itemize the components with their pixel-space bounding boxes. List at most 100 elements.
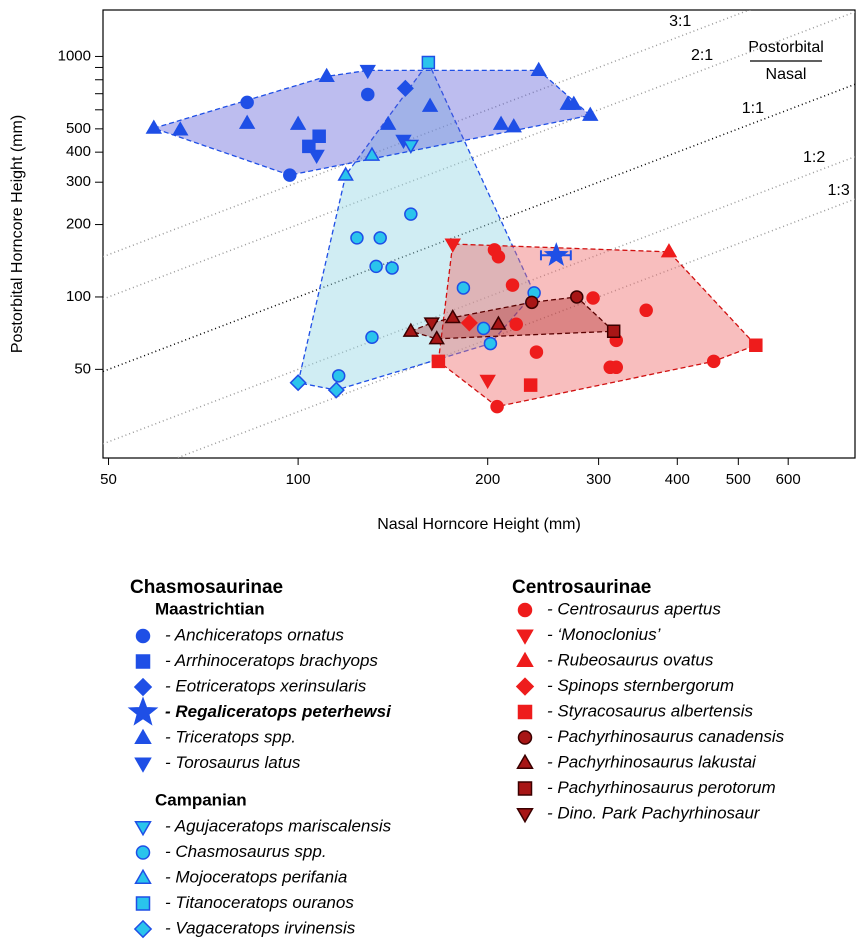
y-tick-label: 100 [66,288,91,305]
data-point [490,315,507,330]
x-tick-label: 300 [586,471,611,488]
data-point [505,278,520,292]
legend-marker [517,730,533,745]
data-point [456,281,471,295]
legend-marker [127,696,159,726]
legend-label: - Arrhinoceratops brachyops [165,651,378,670]
legend-label: - Torosaurus latus [165,753,301,772]
x-tick-label: 200 [475,471,500,488]
data-point [369,259,383,274]
legend-label: - Styracosaurus albertensis [547,701,753,720]
data-point [509,317,523,332]
legend-label: - Vagaceratops irvinensis [165,918,356,937]
legend-marker [135,896,151,911]
x-axis-title: Nasal Horncore Height (mm) [377,516,581,533]
plot-frame [102,9,856,459]
data-point [404,207,418,221]
ratio-label: 1:2 [803,149,825,166]
x-tick-label: 400 [665,471,690,488]
legend-marker [133,919,153,939]
data-point [479,374,496,390]
legend-label: - Pachyrhinosaurus lakustai [547,752,757,771]
legend-label: - Mojoceratops perifania [165,867,347,886]
x-tick-label: 50 [100,471,117,488]
data-point [361,87,375,102]
data-point [428,330,445,345]
legend-label: - Eotriceratops xerinsularis [165,676,367,695]
legend-label: - Anchiceratops ornatus [165,625,344,644]
y-tick-label: 200 [66,216,91,233]
legend-label: - Rubeosaurus ovatus [547,650,714,669]
data-point [423,317,440,332]
data-point [483,336,498,351]
legend-marker [517,602,533,618]
data-point [396,79,414,97]
y-tick-label: 300 [66,173,91,190]
legend-marker [134,821,152,837]
legend-label: - Chasmosaurus spp. [165,842,327,861]
legend-marker [133,677,153,697]
y-tick-label: 500 [66,120,91,137]
data-point [543,242,569,266]
ratio-title-top: Postorbital [748,39,824,56]
legend-marker [516,753,534,769]
data-point [308,149,325,165]
y-tick-label: 50 [74,360,91,377]
data-point [172,121,189,136]
legend-marker [516,629,534,645]
y-axis-title: Postorbital Horncore Height (mm) [9,115,26,353]
data-point [289,374,307,392]
data-point [444,308,461,324]
data-point [530,61,547,76]
data-point [749,338,763,352]
legend-label: - Pachyrhinosaurus perotorum [547,778,776,797]
data-point [359,64,376,80]
data-point [402,139,420,155]
data-point [240,95,254,110]
data-point [609,360,624,375]
data-point [289,115,307,130]
legend-label: - Triceratops spp. [165,727,296,746]
legend-marker [517,704,533,720]
x-tick-label: 100 [286,471,311,488]
legend-label: - Centrosaurus apertus [547,599,721,618]
data-point [525,295,539,310]
legend-marker [134,757,152,773]
legend-marker [134,868,152,884]
data-point [586,291,600,305]
y-tick-label: 1000 [58,47,91,64]
data-point [337,166,354,181]
plot-area [103,10,855,458]
data-point [660,243,678,258]
data-point [460,314,478,332]
legend-label: - Dino. Park Pachyrhinosaur [547,803,761,822]
data-point [283,168,297,182]
data-point [385,261,399,275]
data-point [421,55,436,70]
legend-label: - Titanoceratops ouranos [165,893,354,912]
data-point [238,114,256,129]
data-point [373,231,387,245]
legend-label: - Agujaceratops mariscalensis [165,816,392,835]
legend-marker [516,651,534,667]
data-point [363,146,381,161]
data-point [529,345,544,359]
legend-marker [135,628,151,644]
ratio-label: 2:1 [691,47,713,64]
data-point [706,354,721,369]
x-tick-label: 600 [776,471,801,488]
data-point [431,354,446,369]
legend-group-title: Chasmosaurinae [130,577,283,598]
legend-section-title: Maastrichtian [155,599,265,618]
data-point [365,330,379,344]
legend-label: - Regaliceratops peterhewsi [165,702,392,721]
data-point [402,322,420,337]
data-point [327,381,345,399]
legend-marker [134,728,152,744]
x-tick-label: 500 [726,471,751,488]
ratio-label: 1:3 [828,182,850,199]
legend-section-title: Campanian [155,790,247,809]
legend-label: - ‘Monoclonius’ [547,625,661,644]
data-point [606,324,621,339]
